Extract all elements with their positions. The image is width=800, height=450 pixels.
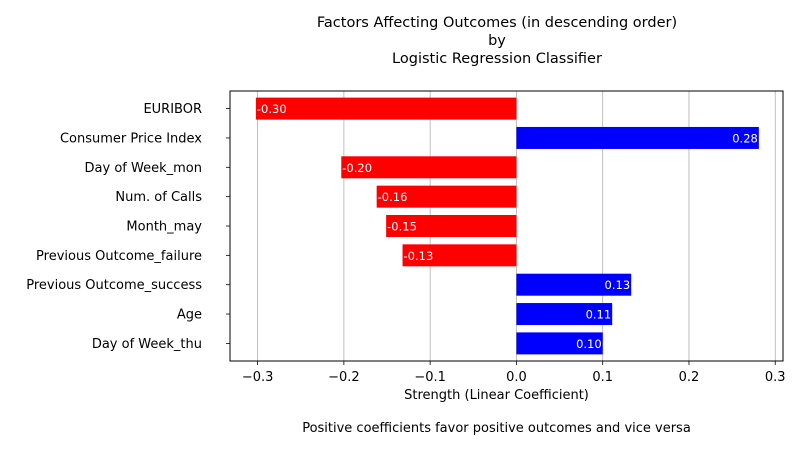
x-tick-label: −0.1: [414, 370, 446, 385]
data-label: 0.11: [586, 308, 612, 322]
x-tick-label: 0.1: [592, 370, 613, 385]
bar: [402, 244, 517, 267]
y-tick-label: Num. of Calls: [115, 190, 202, 205]
y-tick-label: Previous Outcome_success: [26, 278, 202, 293]
data-label: -0.16: [378, 190, 408, 204]
y-tick-label: Day of Week_thu: [92, 337, 202, 352]
data-label: -0.20: [342, 161, 372, 175]
y-tick-label: Age: [177, 308, 202, 323]
x-axis: −0.3 −0.2 −0.1 0.0 0.1 0.2 0.3: [242, 361, 786, 385]
chart-title-line: Factors Affecting Outcomes (in descendin…: [317, 15, 677, 31]
chart-title: Factors Affecting Outcomes (in descendin…: [317, 15, 677, 67]
y-tick-label: Month_may: [126, 220, 202, 235]
data-label: 0.13: [605, 278, 631, 292]
x-tick-label: 0.2: [679, 370, 700, 385]
data-label: -0.13: [404, 249, 434, 263]
x-axis-label: Strength (Linear Coefficient): [404, 388, 589, 403]
data-labels: -0.30 0.28 -0.20 -0.16 -0.15 -0.13 0.13 0.11 0.1…: [257, 102, 758, 351]
bar: [516, 126, 759, 149]
data-label: -0.30: [257, 102, 287, 116]
x-tick-label: 0.0: [506, 370, 527, 385]
bar: [255, 97, 517, 120]
data-label: 0.10: [576, 337, 602, 351]
bars: [255, 97, 759, 355]
bar: [516, 332, 603, 355]
y-axis: EURIBOR Consumer Price Index Day of Week_m…: [26, 102, 230, 352]
bar: [516, 303, 613, 326]
y-tick-label: Day of Week_mon: [85, 161, 202, 176]
bar: [386, 215, 517, 237]
y-tick-label: Previous Outcome_failure: [36, 249, 202, 264]
bar: [376, 185, 517, 208]
bar: [341, 156, 517, 179]
x-tick-label: −0.3: [242, 370, 274, 385]
data-label: -0.15: [387, 220, 417, 234]
chart-caption: Positive coefficients favor positive out…: [302, 421, 691, 436]
x-tick-label: −0.2: [328, 370, 360, 385]
y-tick-label: Consumer Price Index: [60, 131, 202, 146]
chart-title-line: by: [488, 33, 506, 49]
chart-title-line: Logistic Regression Classifier: [392, 51, 602, 67]
data-label: 0.28: [732, 131, 758, 145]
x-tick-label: 0.3: [765, 370, 786, 385]
bar: [516, 273, 632, 296]
y-tick-label: EURIBOR: [143, 102, 202, 117]
